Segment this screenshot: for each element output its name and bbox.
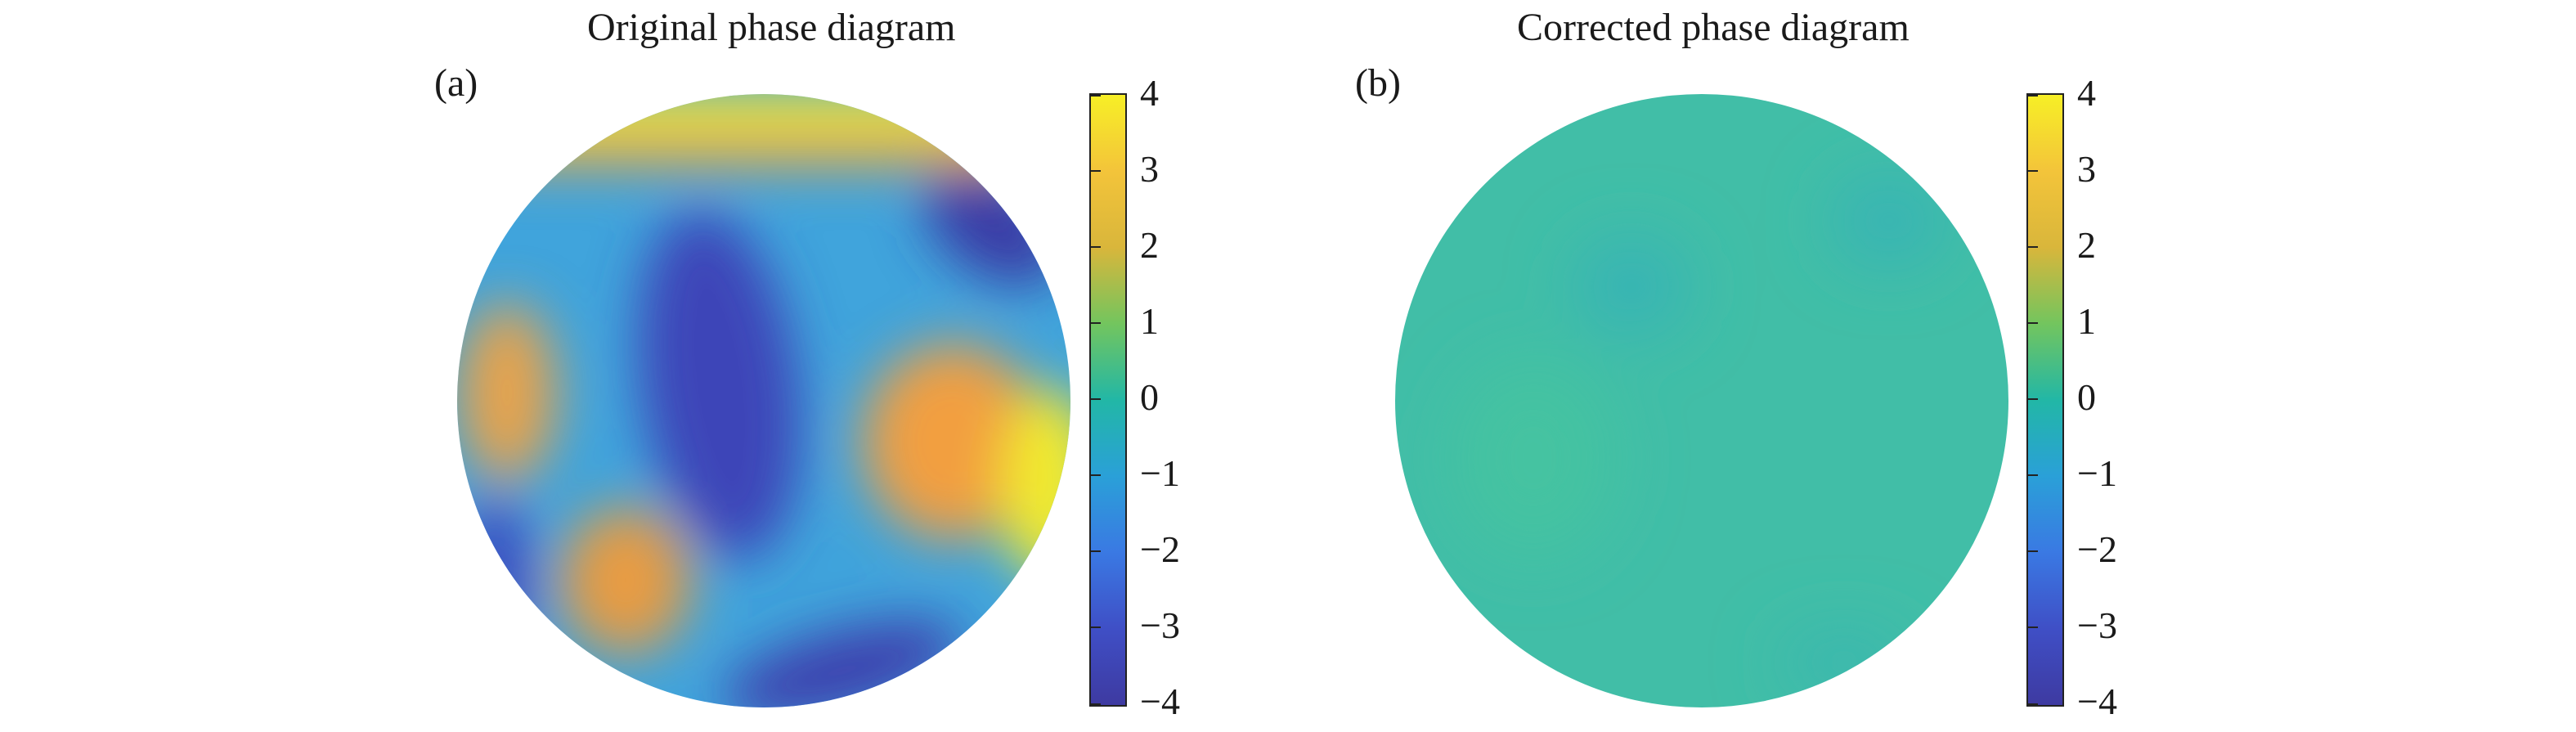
colorbar-tick-label: 1 <box>1140 300 1159 342</box>
chart-title: Corrected phase diagram <box>1517 6 1910 49</box>
phase-feature <box>560 507 691 654</box>
colorbar <box>2026 93 2064 707</box>
phase-feature <box>1574 237 1689 335</box>
phase-feature <box>863 344 1043 540</box>
colorbar-tick <box>2028 398 2038 400</box>
colorbar-tick-label: −4 <box>2077 680 2117 722</box>
colorbar-tick <box>1091 703 1101 705</box>
phase-feature <box>723 621 962 707</box>
colorbar-tick <box>2028 626 2038 628</box>
colorbar-tick-label: −1 <box>1140 452 1180 494</box>
phase-feature <box>1832 176 1946 266</box>
phase-feature <box>1452 360 1615 556</box>
phase-feature <box>491 131 1014 168</box>
phase-feature <box>639 209 801 559</box>
panel-label: (a) <box>434 61 478 105</box>
phase-feature <box>458 303 556 483</box>
phase-feature <box>1779 630 1910 695</box>
colorbar-tick <box>2028 703 2038 705</box>
panel-label: (b) <box>1355 61 1401 105</box>
colorbar-tick-label: 4 <box>1140 72 1159 114</box>
colorbar <box>1089 93 1127 707</box>
colorbar-tick <box>2028 246 2038 248</box>
colorbar-tick-label: −3 <box>1140 604 1180 646</box>
phase-feature <box>458 495 532 658</box>
colorbar-tick-label: 1 <box>2077 300 2096 342</box>
colorbar-tick <box>2028 474 2038 476</box>
colorbar-tick-label: 4 <box>2077 72 2096 114</box>
colorbar-tick <box>2028 170 2038 172</box>
colorbar-tick-label: −2 <box>2077 528 2117 570</box>
panel-b: Corrected phase diagram (b) 4 3 2 1 0 <box>1288 0 2576 732</box>
phase-feature <box>1002 388 1070 585</box>
colorbar-tick-label: −3 <box>2077 604 2117 646</box>
colorbar-tick-label: −4 <box>1140 680 1180 722</box>
chart-title: Original phase diagram <box>587 6 956 49</box>
colorbar-tick <box>1091 95 1101 97</box>
colorbar-tick-label: 2 <box>1140 224 1159 266</box>
colorbar-tick <box>1091 626 1101 628</box>
colorbar-tick-label: 3 <box>1140 148 1159 190</box>
panel-a: Original phase diagram (a) <box>434 6 1180 722</box>
colorbar-tick-label: 2 <box>2077 224 2096 266</box>
colorbar-tick <box>1091 398 1101 400</box>
colorbar-tick <box>1091 550 1101 552</box>
colorbar-tick <box>1091 322 1101 324</box>
colorbar-tick <box>2028 95 2038 97</box>
colorbar-tick-label: 0 <box>2077 376 2096 418</box>
colorbar-tick <box>2028 322 2038 324</box>
phase-map <box>1395 94 2008 707</box>
colorbar-tick-label: −1 <box>2077 452 2117 494</box>
colorbar-tick-label: −2 <box>1140 528 1180 570</box>
colorbar-tick <box>1091 246 1101 248</box>
colorbar-tick <box>2028 550 2038 552</box>
colorbar-tick-label: 3 <box>2077 148 2096 190</box>
phase-map <box>457 94 1070 707</box>
colorbar-tick <box>1091 474 1101 476</box>
colorbar-tick-label: 0 <box>1140 376 1159 418</box>
colorbar-tick <box>1091 170 1101 172</box>
